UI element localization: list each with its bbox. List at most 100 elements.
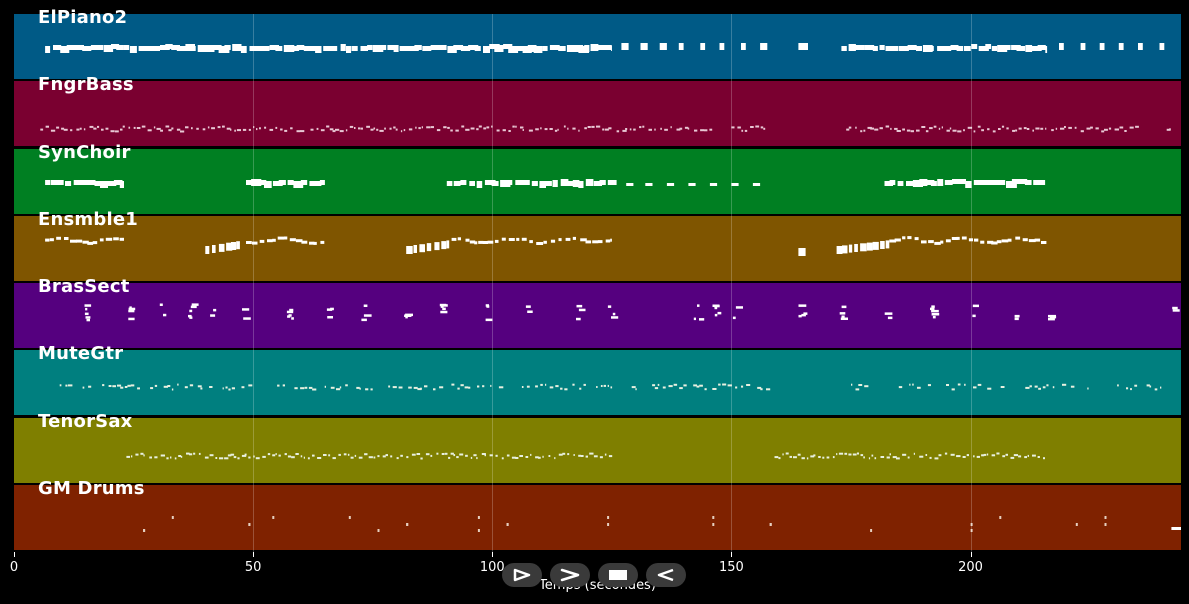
- note: [256, 46, 263, 51]
- note: [56, 179, 64, 185]
- track-row[interactable]: MuteGtr: [14, 343, 1181, 416]
- note: [973, 179, 984, 185]
- note: [156, 128, 161, 131]
- note: [913, 452, 915, 455]
- note: [277, 384, 280, 387]
- note: [1126, 387, 1129, 390]
- note: [717, 311, 722, 315]
- note: [521, 386, 524, 389]
- note: [998, 179, 1006, 185]
- note: [798, 314, 802, 318]
- note: [872, 241, 879, 250]
- note: [473, 453, 477, 456]
- note: [544, 128, 548, 131]
- note: [991, 241, 998, 245]
- note: [453, 453, 456, 456]
- note: [189, 309, 193, 313]
- note: [87, 241, 94, 245]
- note: [476, 128, 479, 131]
- fast-forward-button[interactable]: [550, 563, 590, 587]
- track-row[interactable]: BrasSect: [14, 276, 1181, 348]
- track-row[interactable]: FngrBass: [14, 74, 1181, 147]
- note: [448, 456, 451, 459]
- note: [856, 452, 859, 454]
- note-roll: [45, 178, 1046, 188]
- note: [130, 384, 135, 387]
- note: [287, 179, 294, 185]
- note: [447, 46, 457, 53]
- note: [85, 316, 91, 319]
- note: [84, 312, 89, 316]
- note: [525, 305, 531, 308]
- axis-tick: [731, 552, 733, 557]
- note: [191, 303, 199, 306]
- rewind-button[interactable]: [646, 563, 686, 587]
- note: [874, 128, 879, 131]
- note: [757, 387, 762, 390]
- note: [411, 453, 416, 456]
- note: [944, 452, 948, 455]
- note: [457, 387, 460, 390]
- note: [218, 46, 230, 53]
- note: [1015, 129, 1018, 132]
- note: [377, 454, 380, 457]
- track-row[interactable]: TenorSax: [14, 411, 1181, 483]
- note: [290, 46, 300, 51]
- track-row[interactable]: GM Drums: [14, 478, 1181, 550]
- note: [160, 45, 170, 50]
- note: [558, 46, 566, 51]
- note: [120, 386, 124, 389]
- note: [180, 455, 183, 458]
- note: [1169, 128, 1171, 131]
- note: [1014, 317, 1019, 321]
- track-row[interactable]: ElPiano2: [14, 7, 1181, 79]
- play-icon: [513, 568, 531, 582]
- note: [349, 126, 354, 129]
- stop-button[interactable]: [598, 563, 638, 587]
- note: [186, 452, 190, 455]
- note: [848, 44, 856, 51]
- note: [584, 45, 590, 52]
- note: [607, 179, 614, 185]
- note: [1040, 128, 1044, 131]
- play-button[interactable]: [502, 563, 542, 587]
- note: [487, 240, 494, 244]
- note: [160, 454, 165, 456]
- note: [105, 237, 113, 241]
- note: [474, 241, 478, 245]
- note: [806, 456, 809, 459]
- note: [971, 44, 978, 49]
- note: [289, 237, 296, 241]
- note: [45, 238, 50, 242]
- note: [596, 386, 598, 389]
- note: [293, 180, 304, 188]
- note: [1001, 125, 1005, 128]
- track-row[interactable]: SynChoir: [14, 142, 1181, 214]
- note: [894, 238, 901, 242]
- note: [573, 453, 575, 456]
- track-row[interactable]: Ensmble1: [14, 209, 1181, 281]
- drum-hit: [769, 522, 772, 526]
- note: [460, 179, 467, 185]
- note: [879, 45, 885, 50]
- note: [610, 386, 613, 389]
- note: [1012, 130, 1015, 133]
- drum-hit: [477, 528, 480, 532]
- note: [927, 384, 931, 387]
- note: [393, 126, 396, 129]
- note: [956, 454, 961, 457]
- note: [1070, 385, 1075, 388]
- note: [1011, 178, 1023, 184]
- note: [196, 128, 199, 131]
- note: [610, 238, 612, 242]
- note: [280, 128, 283, 131]
- note: [1049, 315, 1057, 319]
- note: [145, 46, 154, 51]
- note: [1048, 317, 1055, 321]
- note: [921, 240, 927, 244]
- note: [439, 45, 447, 50]
- note: [527, 45, 537, 52]
- note: [417, 388, 422, 391]
- note: [416, 452, 421, 455]
- note: [521, 237, 527, 241]
